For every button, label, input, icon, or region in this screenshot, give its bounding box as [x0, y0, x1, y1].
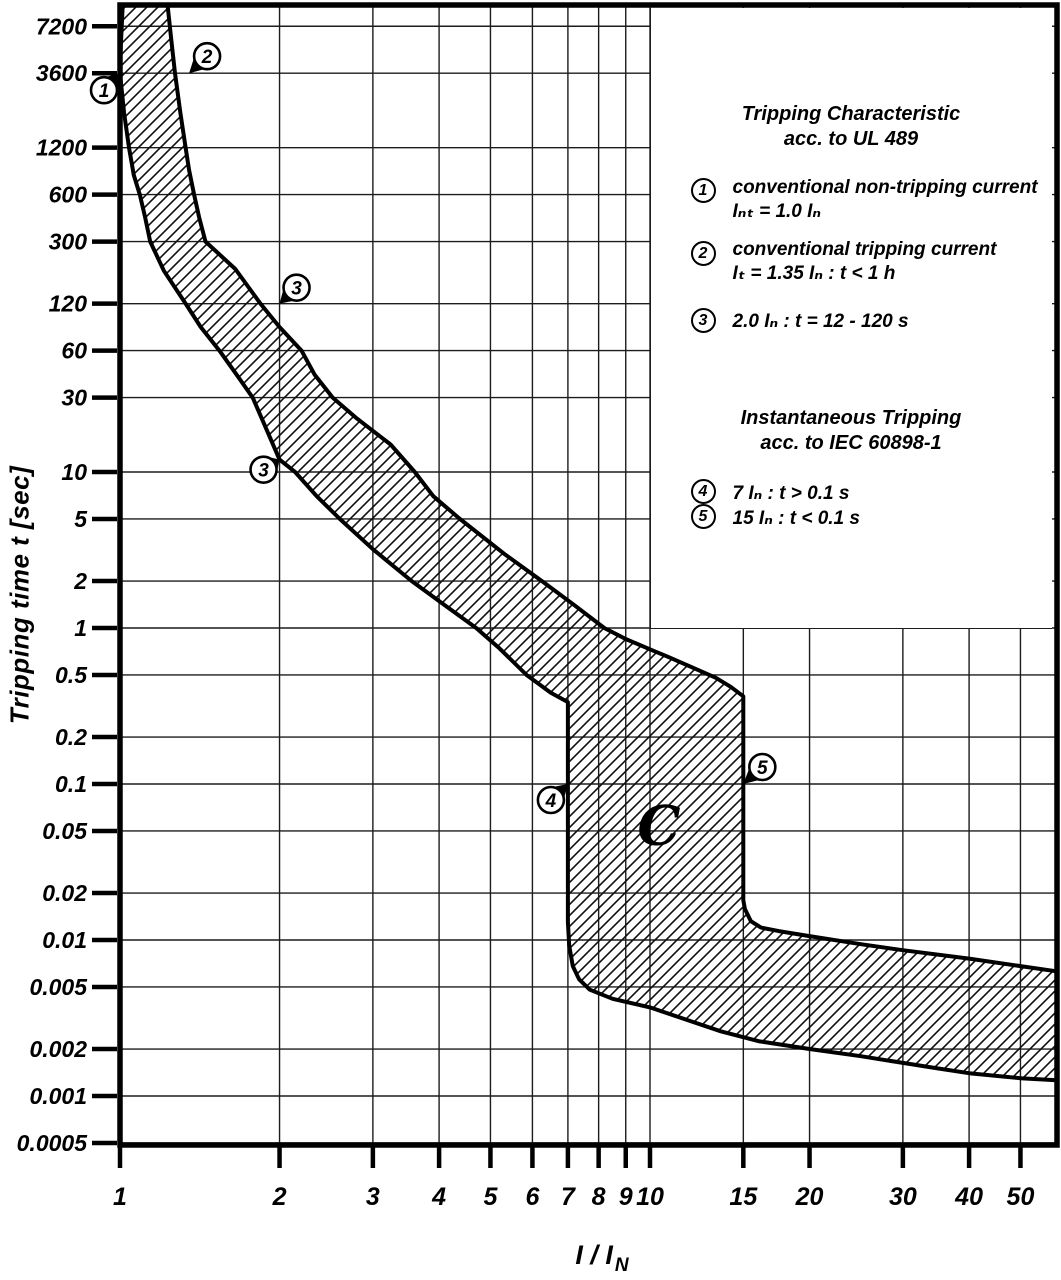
- x-axis-title-subscript: N: [614, 1255, 629, 1276]
- legend-item-4-line1: 7 Iₙ : t > 0.1 s: [732, 483, 850, 504]
- x-tick-label-50: 50: [1007, 1183, 1035, 1211]
- x-tick-label-30: 30: [889, 1183, 917, 1211]
- y-tick-label-10: 10: [61, 459, 87, 485]
- legend-marker-5-icon: 5: [690, 504, 716, 529]
- y-tick-label-0.2: 0.2: [55, 724, 87, 750]
- marker-3-circle-icon: [249, 455, 278, 484]
- x-tick-label-5: 5: [484, 1183, 499, 1211]
- marker-3-number: 3: [291, 279, 302, 300]
- legend-item-1-line1: conventional non-tripping current: [732, 177, 1038, 198]
- y-tick-label-1: 1: [74, 615, 87, 641]
- legend-marker-4-icon: 4: [690, 479, 716, 504]
- legend-title2-line2: acc. to IEC 60898-1: [760, 432, 942, 454]
- x-tick-label-8: 8: [592, 1183, 606, 1211]
- y-tick-label-0.1: 0.1: [55, 771, 87, 797]
- x-tick-label-10: 10: [636, 1183, 664, 1211]
- x-tick-label-9: 9: [619, 1183, 633, 1211]
- y-tick-label-300: 300: [49, 229, 88, 255]
- marker-4-number: 4: [545, 791, 557, 812]
- marker-3-circle-icon: [282, 273, 311, 302]
- legend-item-1-text: conventional non-tripping current Iₙₜ = …: [733, 176, 1038, 224]
- y-tick-label-0.05: 0.05: [42, 818, 88, 844]
- tripping-band: [118, 3, 1059, 1083]
- marker-1-circle-icon: [89, 75, 119, 105]
- marker-5-circle-icon: [748, 752, 777, 782]
- marker-3-number: 3: [258, 461, 269, 482]
- x-tick-label-7: 7: [561, 1183, 576, 1211]
- x-tick-labels: 1 2 3 4 5 6 7 8 9 10 15 20 30 40 50: [113, 1183, 1034, 1211]
- x-tick-label-3: 3: [366, 1183, 380, 1211]
- legend-title-line2: acc. to UL 489: [783, 128, 919, 150]
- curve-letter-C: C: [638, 793, 681, 857]
- plot-border: [117, 2, 1060, 1148]
- x-tick-label-2: 2: [272, 1183, 287, 1211]
- marker-1-number: 1: [99, 81, 110, 102]
- y-tick-label-0.001: 0.001: [29, 1083, 87, 1109]
- y-tick-label-120: 120: [49, 291, 88, 317]
- legend-item-3-line1: 2.0 Iₙ : t = 12 - 120 s: [732, 311, 909, 332]
- y-tick-label-0.02: 0.02: [42, 880, 87, 906]
- y-tick-label-5: 5: [74, 506, 88, 532]
- x-tick-label-4: 4: [431, 1183, 446, 1211]
- y-tick-label-600: 600: [49, 182, 88, 208]
- legend-item-1-line2: Iₙₜ = 1.0 Iₙ: [732, 201, 822, 222]
- marker-5-arrow-icon: [743, 769, 759, 784]
- x-axis-title-main: I / I: [575, 1240, 613, 1270]
- axis-ticks: [92, 24, 1023, 1168]
- legend-item-2-text: conventional tripping current Iₜ = 1.35 …: [733, 238, 997, 286]
- y-tick-label-7200: 7200: [36, 13, 87, 39]
- y-tick-label-30: 30: [61, 385, 87, 411]
- y-tick-label-3600: 3600: [36, 60, 87, 86]
- marker-2-arrow-icon: [189, 59, 204, 74]
- legend-item-2-line2: Iₜ = 1.35 Iₙ : t < 1 h: [732, 263, 896, 284]
- marker-2-number: 2: [201, 47, 213, 68]
- y-tick-label-0.005: 0.005: [29, 974, 88, 1000]
- marker-5-number: 5: [757, 758, 768, 779]
- y-tick-label-0.5: 0.5: [55, 662, 88, 688]
- y-tick-label-0.0005: 0.0005: [17, 1130, 89, 1156]
- y-tick-label-2: 2: [73, 568, 87, 594]
- legend-item-5-line1: 15 Iₙ : t < 0.1 s: [732, 508, 860, 529]
- legend-box: Tripping Characteristic acc. to UL 489 1…: [649, 8, 1052, 629]
- y-tick-label-0.01: 0.01: [42, 927, 87, 953]
- x-tick-label-6: 6: [525, 1183, 540, 1211]
- legend-title2-line1: Instantaneous Tripping: [740, 407, 962, 429]
- legend-title-line1: Tripping Characteristic: [741, 103, 961, 125]
- y-axis-title: Tripping time t [sec]: [4, 465, 35, 725]
- legend-item-2-line1: conventional tripping current: [732, 239, 997, 260]
- y-tick-labels: 7200 3600 1200 600 300 120 60 30 10 5 2 1 0.5 0.2 0.1 0…: [17, 13, 89, 1156]
- legend-marker-2-icon: 2: [690, 241, 716, 266]
- y-tick-label-1200: 1200: [36, 135, 87, 161]
- x-tick-label-15: 15: [729, 1183, 758, 1211]
- x-tick-label-1: 1: [113, 1183, 127, 1211]
- y-tick-label-0.002: 0.002: [29, 1036, 87, 1062]
- legend-marker-1-icon: 1: [690, 178, 716, 203]
- marker-2-circle-icon: [192, 41, 222, 71]
- legend-marker-3-icon: 3: [690, 308, 716, 333]
- marker-4-circle-icon: [536, 785, 566, 815]
- x-tick-label-40: 40: [954, 1183, 983, 1211]
- x-tick-label-20: 20: [795, 1183, 824, 1211]
- y-tick-label-60: 60: [61, 338, 87, 364]
